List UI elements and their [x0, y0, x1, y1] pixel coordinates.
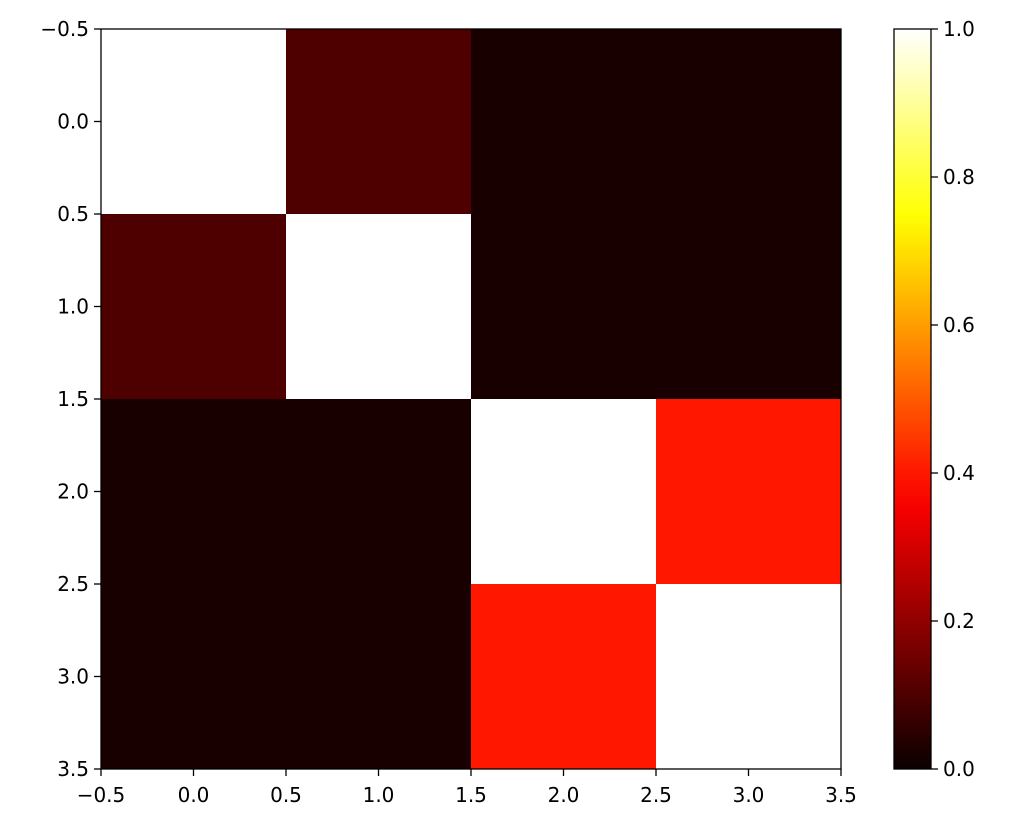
heatmap-cell [286, 214, 471, 399]
colorbar-tick-label: 0.6 [943, 313, 975, 337]
heatmap-cell [101, 214, 286, 399]
colorbar-tick-label: 1.0 [943, 17, 975, 41]
y-tick-label: 2.0 [57, 480, 89, 504]
x-tick-label: 0.0 [178, 783, 210, 807]
heatmap-cell [471, 214, 656, 399]
colorbar-axis: 0.0 0.2 0.4 0.6 0.8 1.0 [931, 17, 975, 781]
heatmap-cell [286, 584, 471, 769]
heatmap-cells [101, 29, 841, 769]
y-tick-label: 1.0 [57, 295, 89, 319]
colorbar-tick-label: 0.2 [943, 609, 975, 633]
colorbar-tick-label: 0.4 [943, 461, 975, 485]
y-tick-label: 0.0 [57, 110, 89, 134]
x-axis: −0.5 0.0 0.5 1.0 1.5 2.0 2.5 3.0 3.5 [77, 769, 857, 807]
heatmap-cell [471, 29, 656, 214]
y-tick-label: −0.5 [40, 17, 89, 41]
heatmap-cell [656, 214, 841, 399]
x-tick-label: 1.0 [363, 783, 395, 807]
x-tick-label: 2.0 [548, 783, 580, 807]
heatmap-cell [101, 399, 286, 584]
y-tick-label: 1.5 [57, 387, 89, 411]
colorbar [893, 28, 932, 770]
y-tick-label: 3.5 [57, 757, 89, 781]
colorbar-tick-label: 0.0 [943, 757, 975, 781]
x-tick-label: 0.5 [270, 783, 302, 807]
heatmap-cell [286, 399, 471, 584]
heatmap-cell [286, 29, 471, 214]
heatmap-cell [656, 399, 841, 584]
heatmap-cell [101, 584, 286, 769]
x-tick-label: 2.5 [640, 783, 672, 807]
y-tick-label: 0.5 [57, 202, 89, 226]
y-tick-label: 3.0 [57, 665, 89, 689]
y-tick-label: 2.5 [57, 572, 89, 596]
heatmap-cell [656, 29, 841, 214]
heatmap-cell [101, 29, 286, 214]
x-tick-label: −0.5 [77, 783, 126, 807]
heatmap-cell [471, 399, 656, 584]
colorbar-tick-label: 0.8 [943, 165, 975, 189]
y-axis: −0.5 0.0 0.5 1.0 1.5 2.0 2.5 3.0 3.5 [40, 17, 101, 781]
heatmap-cell [471, 584, 656, 769]
heatmap-cell [656, 584, 841, 769]
x-tick-label: 3.5 [825, 783, 857, 807]
x-tick-label: 3.0 [733, 783, 765, 807]
x-tick-label: 1.5 [455, 783, 487, 807]
